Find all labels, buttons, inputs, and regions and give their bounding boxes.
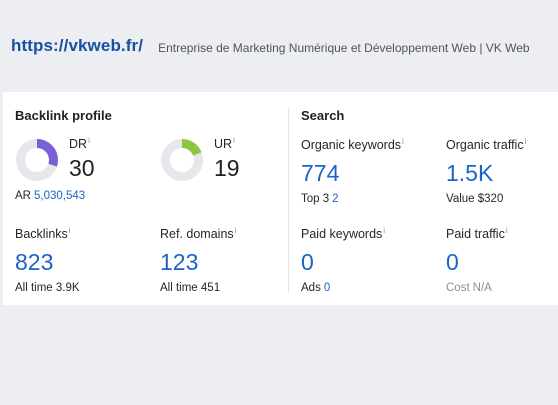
info-icon[interactable]: i [234,226,237,235]
paid-traffic-value[interactable]: 0 [446,249,459,276]
site-description: Entreprise de Marketing Numérique et Dév… [158,40,530,55]
info-icon[interactable]: i [233,136,235,145]
info-icon[interactable]: i [524,137,527,146]
paid-traffic-label: Paid traffici [446,226,508,242]
backlinks-metric: Backlinksi 823 All time 3.9K [15,226,80,294]
organic-traffic-value-row: Value $320 [446,193,504,206]
site-url-link[interactable]: https://vkweb.fr/ [11,36,144,55]
ur-donut-arc [161,139,203,181]
backlinks-value[interactable]: 823 [15,249,54,276]
paid-keywords-label: Paid keywordsi [301,226,386,242]
organic-traffic-label: Organic traffici [446,137,527,153]
search-title: Search [301,108,345,123]
paid-traffic-metric: Paid traffici 0 Cost N/A [446,226,508,294]
backlinks-label: Backlinksi [15,226,71,242]
backlinks-all-time: All time 3.9K [15,282,80,295]
info-icon[interactable]: i [383,226,386,235]
info-icon[interactable]: i [402,137,404,146]
ur-metric: URi 19 [214,136,240,180]
ar-value-link[interactable]: 5,030,543 [33,190,86,202]
organic-keywords-value[interactable]: 774 [301,160,340,187]
paid-keywords-value[interactable]: 0 [301,249,314,276]
ref-domains-value[interactable]: 123 [160,249,199,276]
dr-label: DRi [69,136,90,152]
dr-donut-arc [16,139,58,181]
top3-link[interactable]: 2 [332,193,339,206]
ref-domains-label: Ref. domainsi [160,226,237,242]
site-header: https://vkweb.fr/ Entreprise de Marketin… [0,0,558,92]
paid-keywords-ads: Ads 0 [301,282,331,295]
dr-value: 30 [69,155,95,182]
info-icon[interactable]: i [505,226,508,235]
paid-keywords-metric: Paid keywordsi 0 Ads 0 [301,226,385,294]
organic-traffic-metric: Organic traffici 1.5K Value $320 [446,137,526,205]
ur-label: URi [214,136,235,152]
ads-link[interactable]: 0 [323,282,331,295]
backlink-profile-title: Backlink profile [15,108,112,123]
ur-value: 19 [214,155,240,182]
dr-donut-chart [16,139,58,181]
paid-traffic-cost: Cost N/A [446,282,492,295]
organic-traffic-value[interactable]: 1.5K [446,160,494,187]
dr-metric: DRi 30 [69,136,95,180]
ar-row: AR 5,030,543 [15,190,86,202]
ref-domains-all-time: All time 451 [160,282,221,295]
section-divider [288,108,289,293]
ar-metric: AR 5,030,543 [15,190,85,202]
ur-donut-chart [161,139,203,181]
info-icon[interactable]: i [68,226,71,235]
ref-domains-metric: Ref. domainsi 123 All time 451 [160,226,236,294]
overview-card: Backlink profile DRi 30 URi 19 AR 5,030,5… [3,92,558,305]
organic-keywords-label: Organic keywordsi [301,137,404,153]
info-icon[interactable]: i [88,136,90,145]
